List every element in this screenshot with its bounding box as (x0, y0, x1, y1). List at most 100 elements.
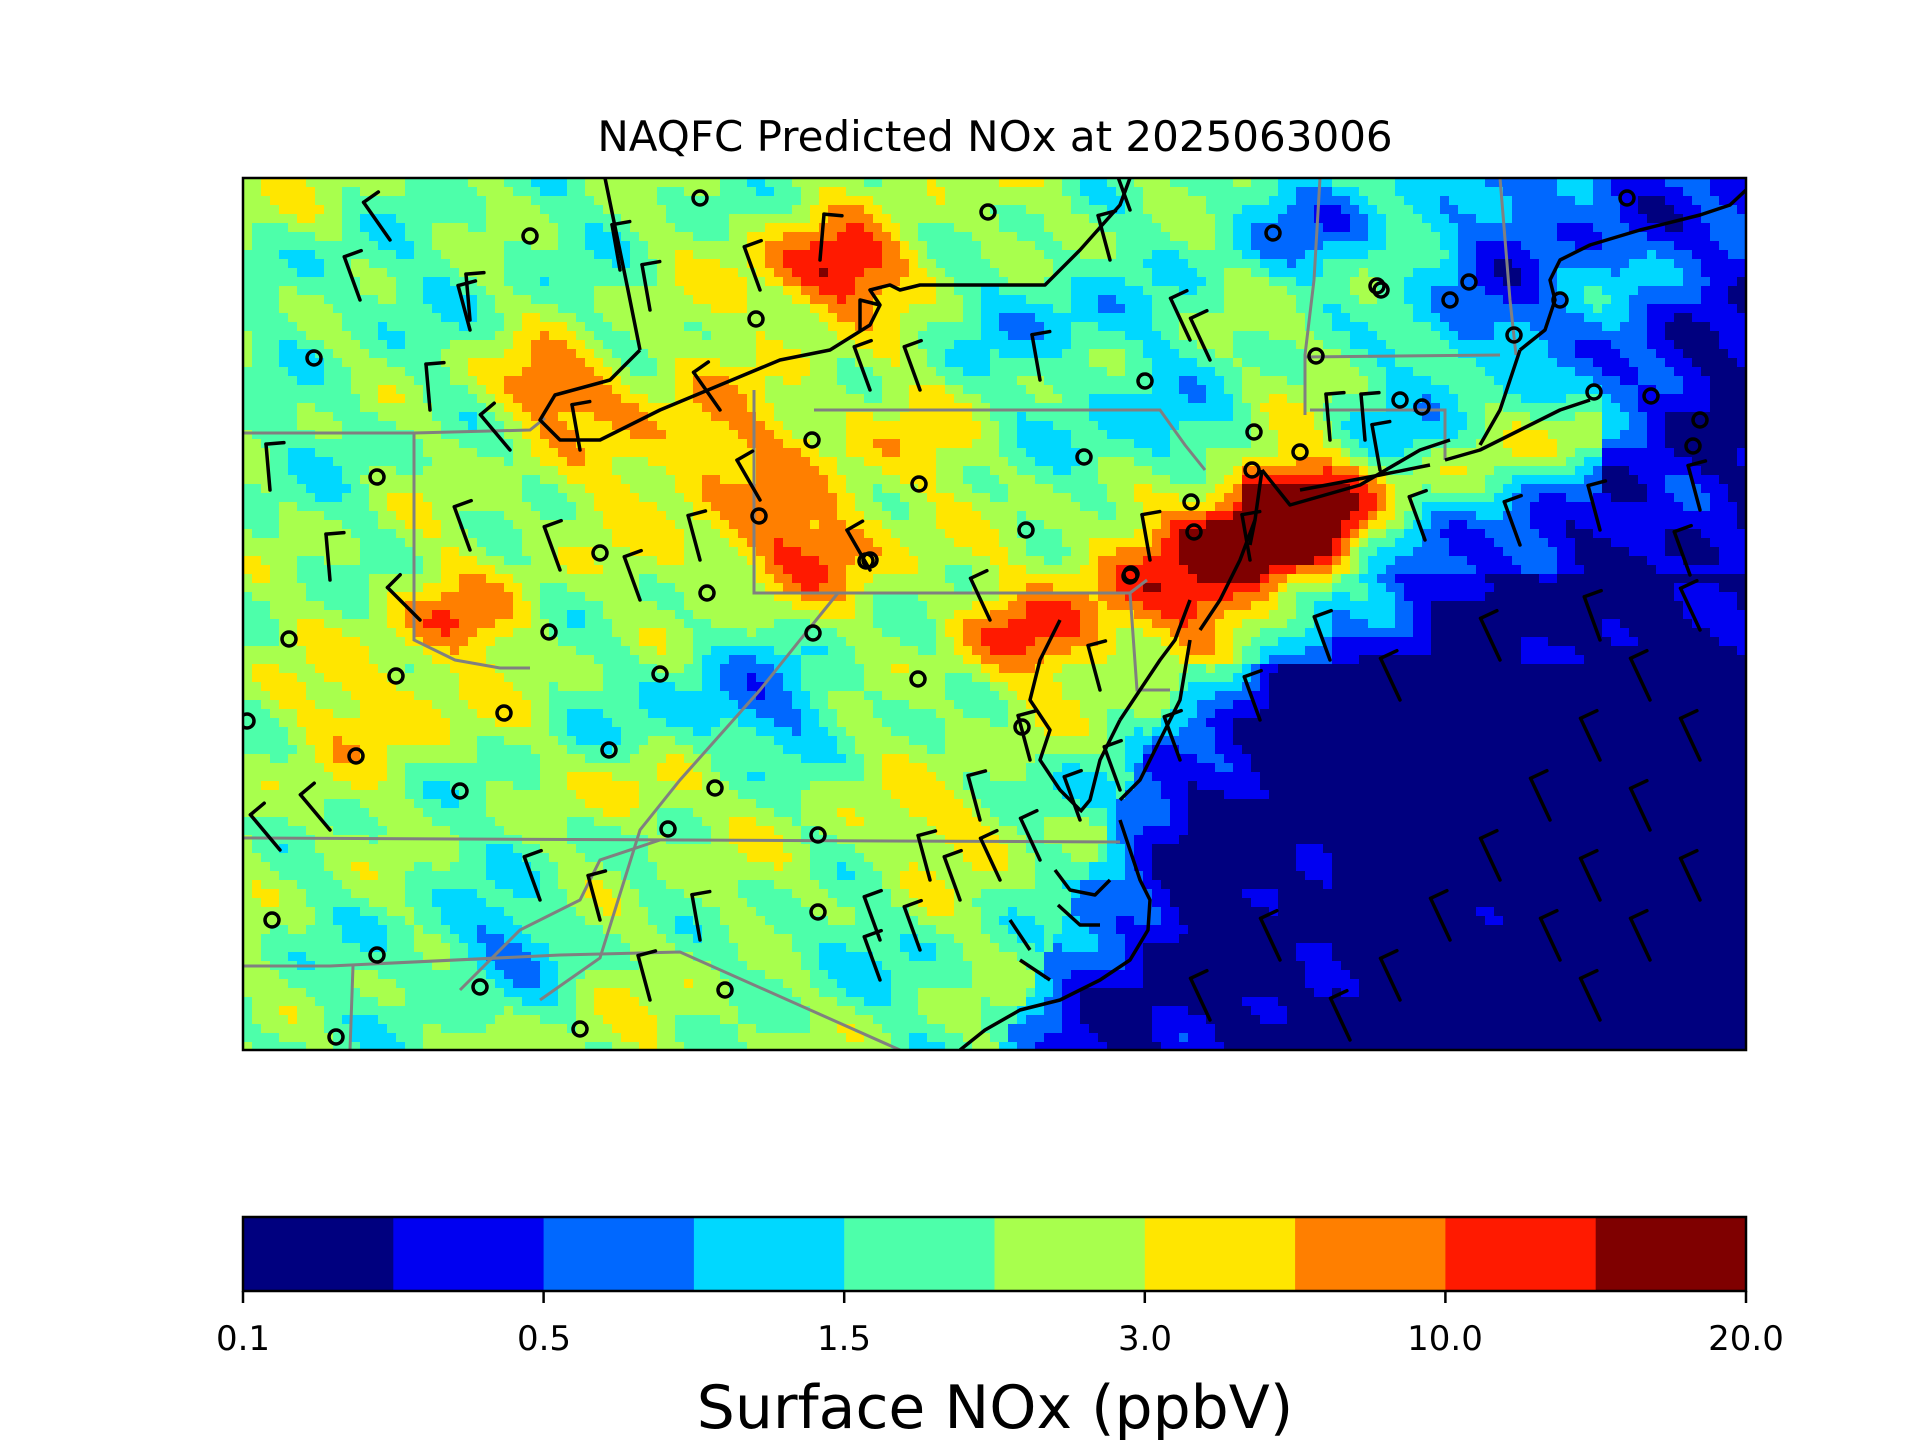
wind-barb-staff (1528, 776, 1552, 822)
state-border (1128, 592, 1170, 692)
wind-barb-flag (1672, 523, 1693, 534)
wind-barb-flag (1162, 708, 1183, 719)
wind-barb-flag (1678, 708, 1699, 721)
monitor-station-marker (909, 670, 927, 688)
monitor-station-marker (979, 203, 997, 221)
colorbar-swatch (543, 1217, 695, 1291)
wind-barb-staff (1370, 422, 1382, 472)
colorbar-swatch (1445, 1217, 1597, 1291)
wind-barb-flag (1678, 578, 1699, 591)
wind-barb-staff (845, 528, 872, 572)
monitor-station-marker (1551, 291, 1569, 309)
coastline-segment (958, 819, 1152, 1050)
wind-barb-flag (622, 548, 643, 559)
coastline-segment (1078, 719, 1122, 814)
monitor-station-marker (368, 946, 386, 964)
monitor-station-marker (809, 826, 827, 844)
colorbar-swatch (393, 1217, 545, 1291)
wind-barb-staff (1378, 956, 1402, 1002)
wind-barb-flag (852, 338, 873, 349)
wind-barb-staff (1582, 595, 1602, 642)
monitor-station-marker (591, 544, 609, 562)
wind-barb-flag (845, 519, 865, 532)
wind-barb-staff (456, 283, 472, 332)
monitor-station-marker (521, 227, 539, 245)
wind-barb-staff (742, 245, 762, 292)
monitor-station-marker (327, 1028, 345, 1046)
wind-barb-staff (1628, 916, 1652, 962)
wind-barb-staff (1578, 976, 1602, 1022)
wind-barb-flag (478, 401, 496, 417)
wind-barb-staff (862, 895, 882, 942)
wind-barb-staff (1312, 615, 1332, 662)
wind-barb-flag (1258, 908, 1279, 921)
coastline-segment (1053, 868, 1112, 897)
colorbar-swatch (844, 1217, 995, 1291)
monitor-station-marker (1618, 189, 1636, 207)
wind-barb-flag (1114, 161, 1131, 167)
wind-barb-staff (342, 255, 362, 302)
monitor-station-marker (263, 911, 281, 929)
monitor-station-marker (803, 431, 821, 449)
monitor-station-marker (1182, 493, 1200, 511)
wind-barb-staff (622, 555, 642, 602)
wind-barb-flag (1686, 459, 1708, 468)
wind-barb-flag (1538, 908, 1559, 921)
coastline-segment (1518, 188, 1746, 352)
wind-barb-flag (298, 781, 316, 797)
wind-barb-staff (966, 773, 982, 822)
wind-barb-flag (264, 440, 286, 446)
wind-barb-staff (1628, 786, 1652, 832)
wind-barb-flag (452, 498, 473, 509)
monitor-station-marker (910, 475, 928, 493)
wind-barb-staff (686, 513, 702, 562)
wind-barb-staff (735, 458, 762, 502)
wind-barb-flag (966, 769, 988, 778)
figure-title: NAQFC Predicted NOx at 2025063006 (597, 112, 1392, 161)
monitor-station-marker (1185, 523, 1203, 541)
coastline-segment (603, 178, 642, 351)
coastline-segment (858, 298, 881, 330)
wind-barb-flag (735, 449, 755, 462)
state-border (1304, 353, 1501, 359)
wind-barb-staff (1188, 976, 1212, 1022)
wind-barb-staff (324, 532, 332, 582)
wind-barb-staff (1628, 656, 1652, 702)
wind-barb-staff (1428, 896, 1452, 942)
monitor-station-marker (747, 310, 765, 328)
map-frame (241, 176, 1748, 1052)
wind-barb-flag (1324, 390, 1346, 396)
state-border (458, 838, 661, 992)
wind-barb-flag (1102, 738, 1123, 749)
wind-barb-flag (1502, 493, 1523, 504)
wind-barb-staff (1678, 856, 1702, 902)
wind-barb-staff (640, 262, 652, 312)
wind-barb-staff (1328, 996, 1352, 1042)
wind-barb-staff (1324, 392, 1332, 442)
monitor-station-marker (471, 978, 489, 996)
colorbar-swatch (1144, 1217, 1296, 1291)
monitor-station-marker (691, 189, 709, 207)
monitor-station-marker (1243, 461, 1261, 479)
monitor-station-marker (1122, 565, 1140, 583)
wind-barb-staff (610, 222, 622, 272)
state-border (814, 408, 1207, 471)
monitor-station-marker (651, 665, 669, 683)
monitor-station-marker (495, 704, 513, 722)
wind-barb-flag (542, 518, 563, 529)
state-borders (243, 178, 1518, 1050)
colorbar-swatch (693, 1217, 845, 1291)
colorbar-tick-label-1: 0.5 (517, 1319, 571, 1359)
coastline-segment (1056, 903, 1100, 927)
wind-barb-flag (1378, 948, 1399, 961)
wind-barb-flag (1586, 479, 1608, 488)
colorbar-swatch (243, 1217, 394, 1291)
monitor-station-marker (1684, 437, 1702, 455)
wind-barb-staff (942, 855, 962, 902)
wind-barb-staff (636, 953, 652, 1002)
wind-barb-staff (1359, 392, 1367, 442)
wind-barb-staff (916, 833, 932, 882)
monitor-station-marker (698, 584, 716, 602)
coastline-segment (1118, 599, 1192, 721)
wind-barb-staff (1242, 675, 1262, 722)
